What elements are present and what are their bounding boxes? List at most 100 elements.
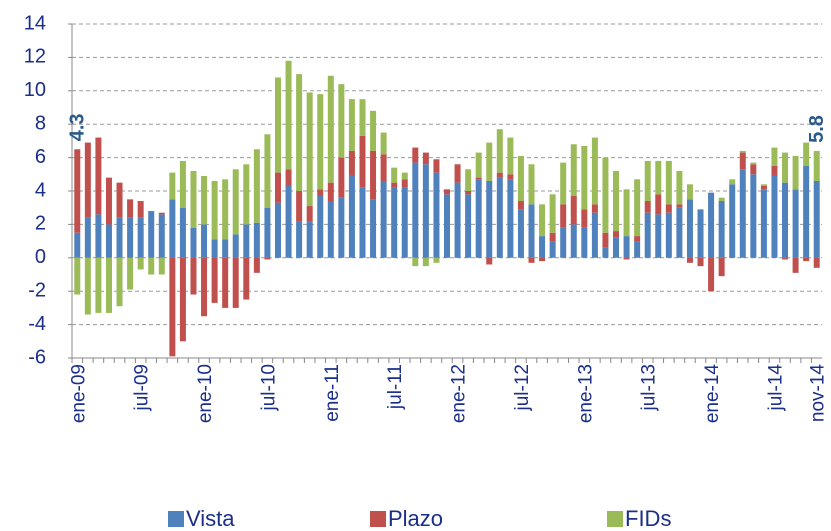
bar [697, 257, 704, 267]
bar [549, 194, 556, 233]
bar [560, 227, 567, 258]
bar [116, 182, 123, 218]
bar [380, 132, 387, 155]
bar [190, 170, 197, 228]
bar [718, 197, 725, 202]
bar [813, 257, 820, 268]
bar [739, 152, 746, 170]
y-tick-label: 6 [35, 146, 46, 168]
bar [74, 149, 81, 233]
bar [116, 217, 123, 258]
bar [179, 207, 186, 258]
bar [813, 150, 820, 181]
bar [496, 172, 503, 178]
bar [655, 160, 662, 195]
bar [232, 257, 239, 308]
bar [433, 257, 440, 263]
bar [253, 149, 260, 223]
bar [380, 154, 387, 181]
bar [380, 180, 387, 258]
bar [253, 222, 260, 258]
bar [391, 182, 398, 188]
bar [517, 155, 524, 202]
bar [739, 169, 746, 258]
y-tick-label: 2 [35, 213, 46, 235]
bar [412, 147, 419, 163]
bar [676, 204, 683, 208]
x-tick-label: jul-13 [639, 364, 660, 411]
bar [486, 142, 493, 181]
bar [486, 180, 493, 258]
bar [148, 257, 155, 275]
bar [782, 257, 789, 260]
bar [549, 241, 556, 258]
legend-swatch [168, 511, 184, 527]
bar [95, 214, 102, 258]
x-tick-label: jul-11 [385, 364, 406, 410]
bar [686, 257, 693, 263]
bar [264, 134, 271, 208]
bar [760, 184, 767, 186]
bar [803, 257, 810, 262]
x-tick-label: ene-09 [68, 364, 89, 423]
legend-label: FIDs [625, 506, 671, 531]
bar [169, 257, 176, 357]
bar [539, 204, 546, 237]
bar [391, 167, 398, 183]
bar [243, 164, 250, 225]
bar [634, 179, 641, 237]
legend-label: Vista [186, 506, 235, 531]
bar [792, 155, 799, 190]
bar [253, 257, 260, 273]
bar [211, 239, 218, 258]
bar [686, 199, 693, 258]
bar [359, 99, 366, 136]
bar [201, 175, 208, 225]
y-tick-label: -2 [28, 279, 46, 301]
bar [729, 184, 736, 258]
bar [327, 201, 334, 258]
y-tick-label: 8 [35, 112, 46, 134]
bar [475, 177, 482, 180]
x-tick-label: ene-10 [195, 364, 216, 423]
bar [264, 207, 271, 258]
x-tick-label: nov-14 [808, 364, 829, 423]
bar [179, 160, 186, 208]
bar [105, 224, 112, 258]
bar [665, 160, 672, 205]
bar [655, 194, 662, 215]
bar [137, 201, 144, 218]
bar [222, 257, 229, 308]
bar [422, 164, 429, 258]
bar [433, 159, 440, 173]
bar [201, 224, 208, 258]
bar [105, 257, 112, 313]
bar [549, 232, 556, 242]
bar [613, 237, 620, 258]
bar [201, 257, 208, 317]
annotation: 5.8 [806, 115, 828, 143]
bar [475, 152, 482, 178]
bar [739, 150, 746, 153]
bar [686, 184, 693, 200]
bar [560, 162, 567, 205]
bar [528, 257, 535, 263]
bar [285, 60, 292, 170]
bar [613, 170, 620, 232]
bar [370, 150, 377, 200]
bar [211, 257, 218, 303]
bar [158, 212, 165, 215]
bar [623, 189, 630, 237]
bar [623, 257, 630, 260]
bar [517, 209, 524, 258]
bar [370, 110, 377, 151]
bar [465, 169, 472, 191]
bar [602, 247, 609, 258]
bar [750, 164, 757, 175]
bar [317, 94, 324, 190]
bar [539, 236, 546, 258]
bar [285, 185, 292, 258]
bar [232, 234, 239, 258]
bar [264, 257, 271, 260]
